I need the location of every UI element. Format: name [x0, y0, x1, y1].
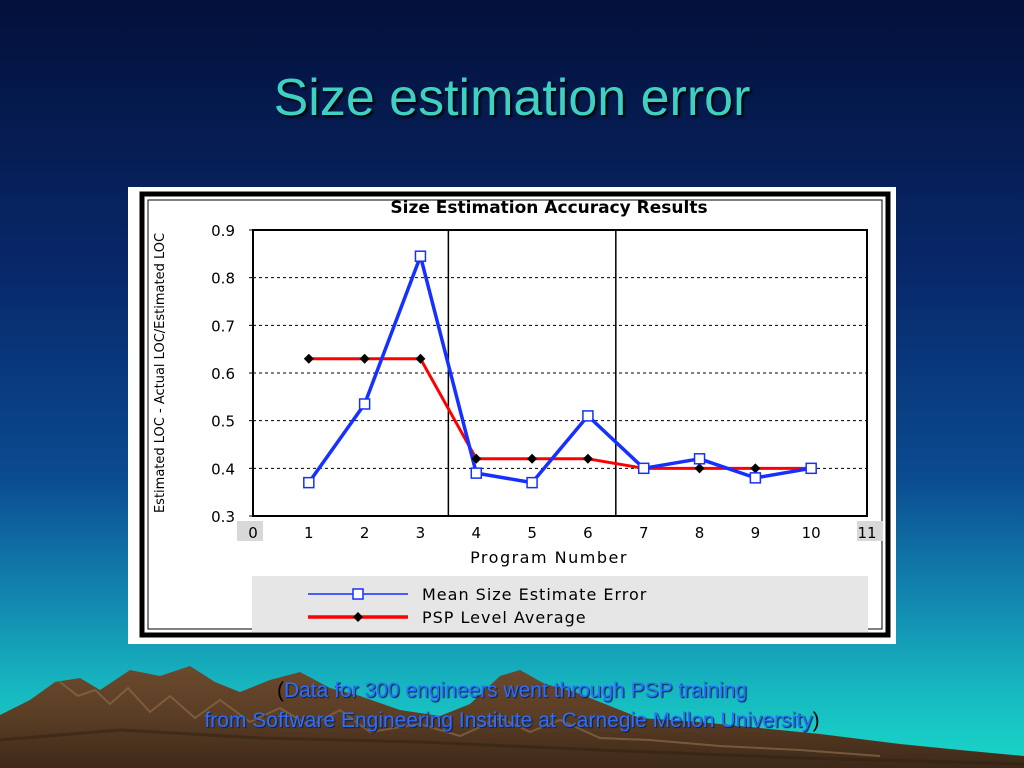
chart-title: Size Estimation Accuracy Results: [390, 198, 707, 218]
x-tick-end-box: [857, 521, 883, 541]
x-tick-label: 11: [857, 524, 876, 542]
x-tick-label: 1: [304, 524, 314, 542]
x-axis-label: Program Number: [470, 548, 628, 567]
data-point-level: [527, 453, 538, 464]
y-tick-label: 0.8: [211, 270, 235, 288]
x-tick-end-box: [237, 521, 263, 541]
legend-label: Mean Size Estimate Error: [422, 585, 647, 604]
series-line-mean: [307, 254, 812, 485]
data-point-mean: [358, 398, 371, 410]
x-tick-label: 3: [416, 524, 426, 542]
caption-open-paren: (: [276, 679, 284, 702]
y-axis-label: Estimated LOC - Actual LOC/Estimated LOC: [153, 233, 168, 513]
data-point-level: [359, 353, 370, 364]
data-point-level: [471, 453, 482, 464]
data-point-mean: [414, 250, 427, 262]
chart-legend: [252, 576, 868, 632]
data-point-level: [303, 353, 314, 364]
data-point-level: [582, 453, 593, 464]
data-point-level: [415, 353, 426, 364]
caption-line-2: from Software Engineering Institute at C…: [204, 709, 813, 732]
y-tick-label: 0.7: [211, 317, 235, 335]
caption-close-paren: ): [812, 709, 820, 732]
x-tick-label: 5: [527, 524, 537, 542]
data-point-level: [694, 463, 705, 474]
data-point-level: [353, 612, 363, 622]
y-tick-label: 0.6: [211, 365, 235, 383]
data-point-mean: [582, 410, 594, 422]
data-point-mean: [749, 472, 762, 484]
caption-line-1: Data for 300 engineers went through PSP …: [283, 679, 748, 702]
x-tick-label: 4: [471, 524, 481, 542]
data-point-mean: [693, 453, 706, 465]
data-point-mean: [805, 462, 817, 475]
chart-panel: Size Estimation Accuracy Results Estimat…: [128, 187, 896, 644]
y-tick-label: 0.9: [211, 222, 235, 240]
x-tick-label: 10: [802, 524, 821, 542]
x-tick-label: 6: [583, 524, 593, 542]
data-point-mean: [470, 467, 483, 479]
data-point-mean: [526, 476, 538, 489]
line-chart: Size Estimation Accuracy Results Estimat…: [139, 191, 891, 638]
x-tick-label: 0: [248, 524, 258, 542]
y-tick-label: 0.3: [211, 508, 235, 526]
mountain-range-decoration: [0, 666, 1024, 768]
data-point-mean: [303, 476, 315, 489]
data-point-level: [750, 463, 761, 474]
data-point-mean: [637, 462, 650, 475]
slide-title: Size estimation error: [273, 69, 751, 127]
source-caption: (Data for 300 engineers went through PSP…: [0, 676, 1024, 736]
x-tick-label: 8: [695, 524, 705, 542]
data-point-mean: [352, 588, 364, 600]
x-tick-label: 9: [751, 524, 761, 542]
y-tick-label: 0.5: [211, 413, 235, 431]
legend-label: PSP Level Average: [422, 608, 587, 627]
y-tick-label: 0.4: [211, 460, 235, 478]
x-tick-label: 2: [360, 524, 370, 542]
x-tick-label: 7: [639, 524, 649, 542]
